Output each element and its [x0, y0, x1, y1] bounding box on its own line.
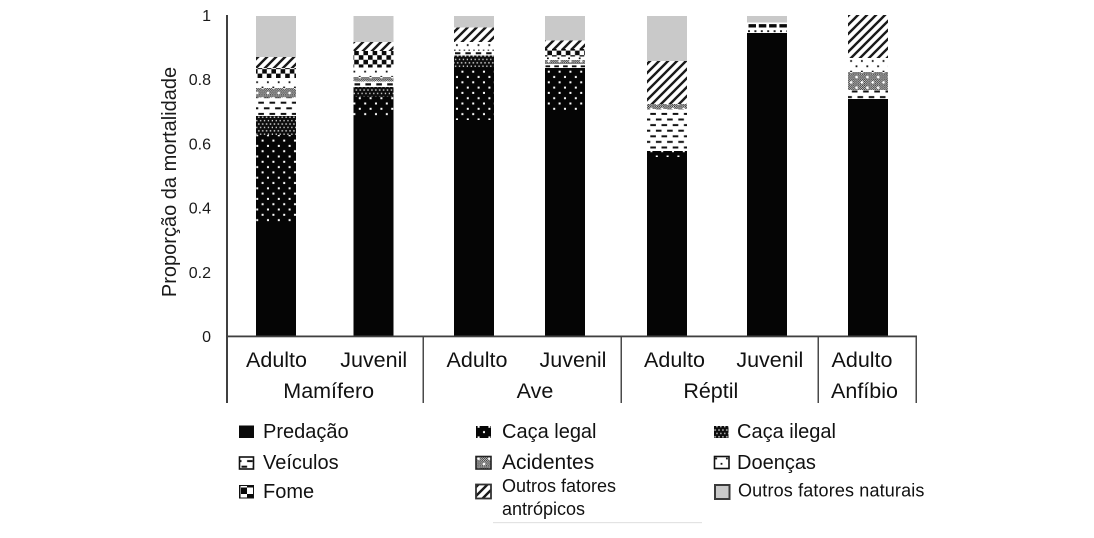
- svg-text:Adulto: Adulto: [246, 348, 307, 372]
- svg-text:Outros fatores: Outros fatores: [502, 476, 616, 496]
- svg-text:Ave: Ave: [517, 379, 554, 403]
- svg-text:Acidentes: Acidentes: [502, 451, 594, 474]
- svg-text:Juvenil: Juvenil: [736, 348, 803, 372]
- svg-text:antrópicos: antrópicos: [502, 499, 585, 519]
- svg-text:Predação: Predação: [263, 421, 349, 443]
- svg-text:Adulto: Adulto: [447, 348, 508, 372]
- svg-text:1: 1: [202, 8, 211, 25]
- svg-text:0.4: 0.4: [189, 201, 211, 218]
- svg-text:0.8: 0.8: [189, 72, 211, 89]
- svg-text:Doenças: Doenças: [737, 452, 816, 474]
- svg-text:Juvenil: Juvenil: [540, 348, 607, 372]
- svg-text:0.2: 0.2: [189, 265, 211, 282]
- svg-text:Juvenil: Juvenil: [340, 348, 407, 372]
- svg-text:Réptil: Réptil: [683, 379, 738, 403]
- svg-text:Adulto: Adulto: [832, 348, 893, 372]
- svg-text:0: 0: [202, 329, 211, 346]
- svg-text:Mamífero: Mamífero: [283, 379, 374, 403]
- svg-text:Outros fatores naturais: Outros fatores naturais: [738, 481, 925, 501]
- svg-text:Fome: Fome: [263, 481, 314, 503]
- svg-text:Anfíbio: Anfíbio: [831, 379, 898, 403]
- svg-text:Caça ilegal: Caça ilegal: [737, 421, 836, 443]
- svg-text:0.6: 0.6: [189, 136, 211, 153]
- svg-text:Proporção da mortalidade: Proporção da mortalidade: [159, 67, 181, 297]
- svg-text:Adulto: Adulto: [644, 348, 705, 372]
- svg-text:Veículos: Veículos: [263, 452, 339, 474]
- svg-text:Caça legal: Caça legal: [502, 421, 597, 443]
